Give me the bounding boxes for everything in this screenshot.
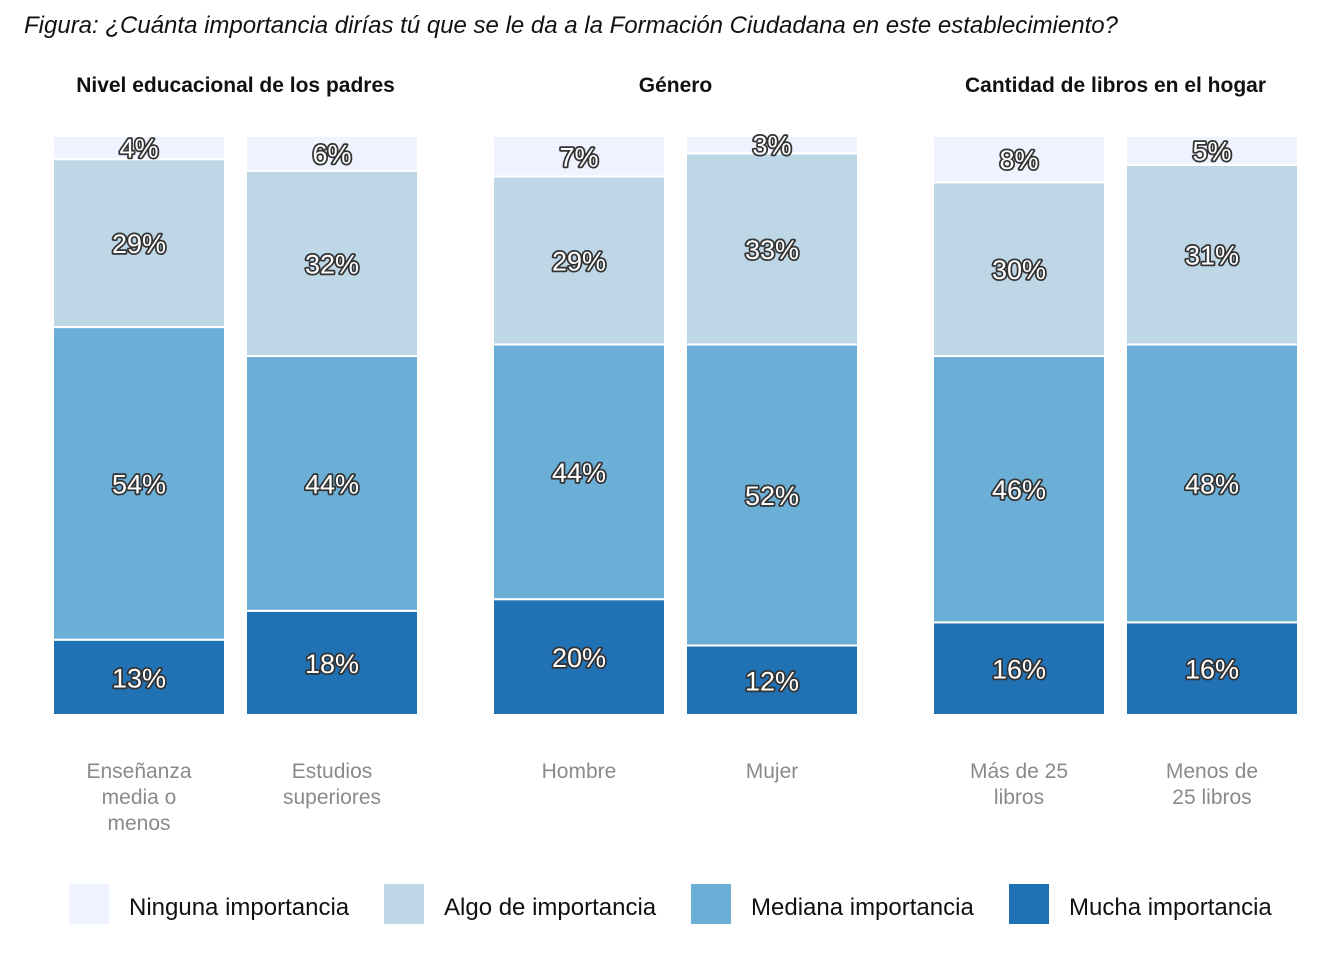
x-tick-label: Más de 25 <box>970 760 1068 783</box>
bar-segment-algo <box>1125 163 1299 346</box>
bar-segment-mediana <box>685 343 859 647</box>
data-label: 6% <box>312 139 351 169</box>
bar-segment-ninguna <box>1125 135 1299 166</box>
x-tick-label: Menos de <box>1166 760 1258 783</box>
data-label: 16% <box>1185 655 1239 685</box>
x-tick-label: Estudios <box>292 760 373 783</box>
data-label: 30% <box>992 255 1046 285</box>
bar-segment-mediana <box>492 343 666 601</box>
data-label: 8% <box>999 145 1038 175</box>
legend-label: Ninguna importancia <box>129 894 350 921</box>
panel-title: Género <box>639 74 713 97</box>
bar-segment-mediana <box>932 355 1106 624</box>
data-label: 12% <box>745 666 799 696</box>
bar-segment-ninguna <box>492 135 666 178</box>
data-label: 29% <box>112 229 166 259</box>
panel-title: Cantidad de libros en el hogar <box>965 74 1266 97</box>
data-label: 16% <box>992 655 1046 685</box>
legend-label: Mucha importancia <box>1069 894 1272 921</box>
bar-segment-ninguna <box>685 135 859 155</box>
bar-segment-algo <box>685 152 859 346</box>
data-label: 32% <box>305 249 359 279</box>
chart-title: Figura: ¿Cuánta importancia dirías tú qu… <box>24 12 1118 39</box>
bar-segment-algo <box>492 175 666 346</box>
data-label: 18% <box>305 649 359 679</box>
legend-key <box>1009 884 1049 924</box>
bar-segment-mediana <box>1125 343 1299 624</box>
x-tick-label: 25 libros <box>1172 786 1251 809</box>
bar-segment-mucha <box>932 621 1106 716</box>
legend-key <box>384 884 424 924</box>
data-label: 48% <box>1185 469 1239 499</box>
bar-segment-mucha <box>492 598 666 717</box>
data-label: 29% <box>552 246 606 276</box>
data-label: 13% <box>112 663 166 693</box>
x-tick-label: superiores <box>283 786 381 809</box>
data-label: 5% <box>1192 136 1231 166</box>
bar-segment-algo <box>932 181 1106 358</box>
data-label: 33% <box>745 235 799 265</box>
data-label: 4% <box>119 134 158 164</box>
legend-key <box>69 884 109 924</box>
bar-segment-mediana <box>245 355 419 612</box>
data-label: 44% <box>552 458 606 488</box>
x-tick-label: Hombre <box>542 760 617 783</box>
x-tick-label: Enseñanza <box>86 760 191 783</box>
data-label: 20% <box>552 643 606 673</box>
x-tick-label: media o <box>102 786 177 809</box>
data-label: 54% <box>112 469 166 499</box>
bar-segment-ninguna <box>52 135 226 161</box>
data-label: 46% <box>992 475 1046 505</box>
bar-segment-mucha <box>52 638 226 716</box>
x-tick-label: Mujer <box>746 760 799 783</box>
data-label: 52% <box>745 481 799 511</box>
data-label: 31% <box>1185 241 1239 271</box>
x-tick-label: menos <box>107 812 170 835</box>
legend-key <box>691 884 731 924</box>
x-tick-label: libros <box>994 786 1044 809</box>
bar-segment-algo <box>52 158 226 329</box>
panel-title: Nivel educacional de los padres <box>76 74 395 97</box>
bar-segment-mucha <box>1125 621 1299 716</box>
bar-segment-algo <box>245 169 419 358</box>
legend-label: Algo de importancia <box>444 894 657 921</box>
data-label: 7% <box>559 142 598 172</box>
data-label: 44% <box>305 469 359 499</box>
legend-label: Mediana importancia <box>751 894 974 921</box>
bar-segment-ninguna <box>932 135 1106 184</box>
bar-segment-ninguna <box>245 135 419 172</box>
data-label: 3% <box>752 131 791 161</box>
